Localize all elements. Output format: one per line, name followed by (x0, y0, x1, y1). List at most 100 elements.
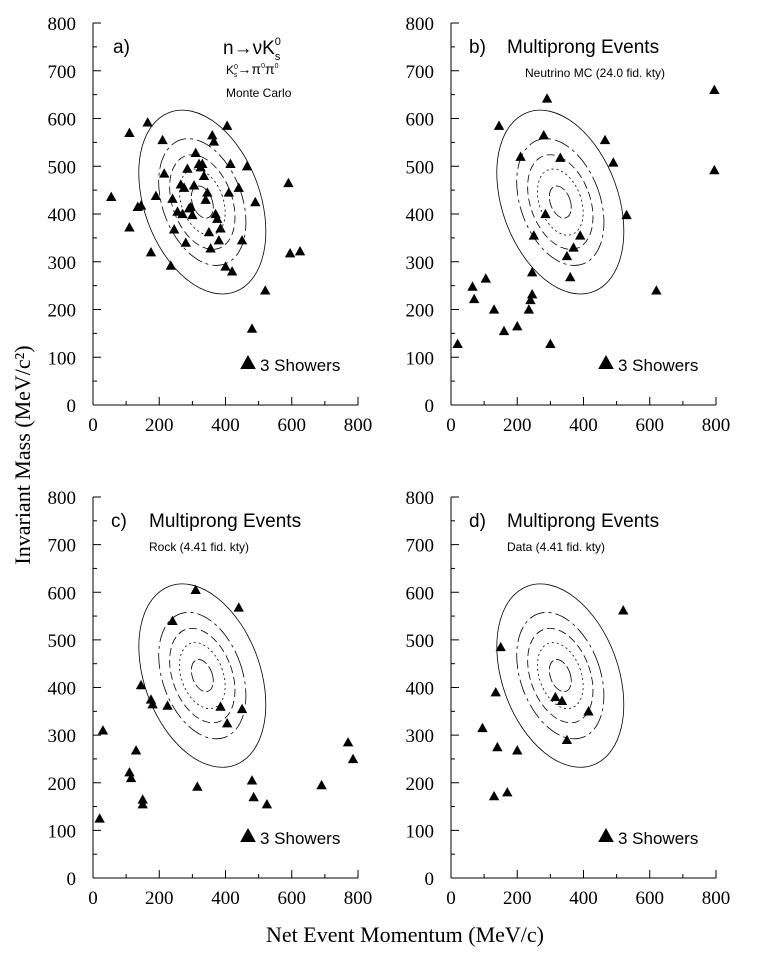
subtitle-part: 0 (261, 63, 265, 70)
x-tick-label: 200 (145, 415, 174, 436)
data-point-triangle (565, 271, 576, 282)
legend-triangle-marker (598, 354, 614, 369)
data-point-triangle (225, 158, 236, 169)
y-tick-label: 600 (48, 110, 77, 131)
panel-label: b) (469, 37, 486, 58)
data-point-triangle (203, 226, 215, 237)
x-tick-label: 600 (278, 888, 307, 909)
data-point-triangle (124, 767, 135, 777)
data-point-triangle (618, 605, 629, 615)
panel-title: Multiprong Events (149, 511, 301, 532)
data-point-triangle (208, 136, 220, 146)
data-point-triangle (488, 790, 500, 801)
data-point-triangle (106, 191, 117, 201)
panel-title: Multiprong Events (507, 511, 659, 532)
y-tick-label: 600 (48, 583, 77, 604)
x-tick-label: 0 (446, 415, 456, 436)
contour-ellipse (537, 168, 584, 236)
data-point-triangle (599, 134, 611, 145)
data-point-triangle (137, 794, 148, 804)
data-point-triangle (185, 201, 196, 211)
data-point-triangle (221, 718, 233, 728)
data-point-triangle (94, 813, 105, 823)
data-point-triangle (583, 706, 594, 716)
data-point-triangle (159, 168, 170, 178)
data-point-triangle (135, 679, 147, 690)
y-tick-label: 400 (406, 679, 435, 700)
x-tick-label: 600 (278, 415, 307, 436)
data-point-triangle (124, 127, 135, 137)
data-point-triangle (490, 687, 501, 697)
panel-0: 0 100 200 300 400 500 600 700 800 0 200 400 600 800 3 … (48, 14, 373, 436)
data-point-triangle (283, 177, 294, 188)
data-point-triangle (165, 260, 177, 270)
data-point-triangle (182, 163, 193, 173)
data-point-triangle (197, 158, 208, 169)
data-point-triangle (261, 798, 273, 809)
x-tick-label: 0 (88, 415, 98, 436)
data-point-triangle (561, 734, 573, 745)
panel-label: c) (111, 511, 127, 532)
data-point-triangle (545, 338, 556, 349)
y-tick-label: 700 (48, 536, 77, 557)
contour-ellipse (527, 627, 594, 724)
contour-ellipse (138, 583, 267, 768)
x-tick-label: 800 (702, 415, 731, 436)
contour-ellipse (179, 642, 226, 709)
data-point-triangle (480, 273, 491, 283)
data-point-triangle (241, 161, 253, 171)
data-point-triangle (207, 130, 218, 140)
data-point-triangle (130, 745, 142, 755)
x-tick-label: 400 (211, 415, 240, 436)
panel-1: 0 100 200 300 400 500 600 700 800 0 200 400 600 800 3 … (406, 14, 731, 436)
panel-subtitle: Rock (4.41 fid. kty) (149, 540, 249, 554)
data-point-triangle (202, 187, 213, 197)
title-part: s (275, 51, 281, 63)
data-point-triangle (284, 247, 296, 258)
panel-label: a) (113, 37, 130, 58)
data-point-triangle (316, 779, 327, 790)
data-point-triangle (468, 293, 480, 304)
data-point-triangle (221, 120, 233, 130)
data-point-triangle (495, 641, 506, 652)
data-point-triangle (198, 170, 210, 180)
data-point-triangle (220, 261, 231, 271)
x-tick-label: 400 (211, 888, 240, 909)
y-tick-label: 100 (48, 821, 77, 842)
data-point-triangle (525, 294, 536, 305)
data-point-triangle (260, 285, 271, 295)
data-point-triangle (147, 698, 158, 709)
data-point-triangle (213, 235, 225, 245)
data-point-triangle (125, 772, 137, 783)
y-tick-label: 300 (406, 253, 435, 274)
legend-triangle-marker (598, 827, 614, 842)
data-point-triangle (135, 200, 147, 210)
data-point-triangle (190, 147, 201, 158)
data-point-triangle (574, 230, 586, 240)
y-tick-label: 200 (48, 301, 77, 322)
y-tick-label: 0 (425, 869, 435, 890)
panel-subtitle: Data (4.41 fid. kty) (507, 540, 605, 554)
title-part: K (262, 38, 275, 59)
data-point-triangle (246, 775, 258, 785)
y-tick-label: 700 (406, 536, 435, 557)
data-point-triangle (515, 151, 526, 161)
data-point-triangle (215, 223, 226, 233)
data-point-triangle (246, 323, 258, 333)
y-tick-label: 400 (48, 679, 77, 700)
data-point-triangle (157, 134, 168, 145)
data-point-triangle (493, 120, 505, 130)
data-point-triangle (621, 209, 632, 220)
data-point-triangle (223, 187, 235, 197)
title-part: ν (253, 38, 263, 59)
subtitle-part: 0 (234, 64, 238, 71)
y-tick-label: 500 (406, 631, 435, 652)
y-tick-label: 300 (406, 726, 435, 747)
contour-ellipse (138, 109, 267, 295)
panel-title: Multiprong Events (507, 37, 659, 58)
contour-ellipse (527, 154, 594, 250)
legend-label: 3 Showers (618, 829, 698, 848)
data-point-triangle (178, 182, 190, 192)
y-tick-label: 0 (67, 396, 77, 417)
